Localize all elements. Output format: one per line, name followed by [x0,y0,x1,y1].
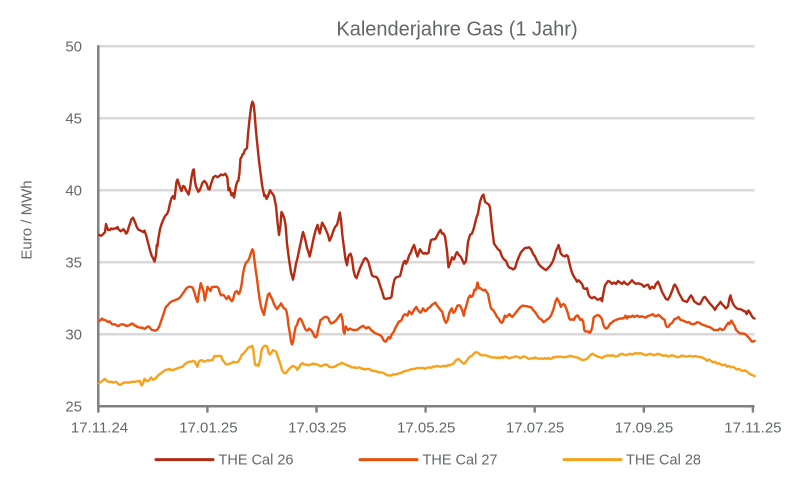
svg-text:17.03.25: 17.03.25 [288,420,346,437]
svg-text:THE Cal 26: THE Cal 26 [219,453,294,469]
svg-text:40: 40 [65,183,82,200]
svg-text:25: 25 [65,399,82,416]
svg-text:45: 45 [65,111,82,128]
svg-text:Kalenderjahre Gas (1 Jahr): Kalenderjahre Gas (1 Jahr) [336,19,577,41]
svg-text:50: 50 [65,39,82,56]
svg-text:17.01.25: 17.01.25 [179,420,237,437]
svg-text:THE Cal 27: THE Cal 27 [423,453,498,469]
svg-text:17.07.25: 17.07.25 [506,420,564,437]
svg-text:17.11.25: 17.11.25 [724,420,781,437]
svg-text:THE Cal 28: THE Cal 28 [626,453,701,469]
svg-text:30: 30 [65,327,82,344]
svg-text:17.09.25: 17.09.25 [615,420,673,437]
svg-text:17.05.25: 17.05.25 [397,420,455,437]
svg-text:35: 35 [65,255,82,272]
svg-text:17.11.24: 17.11.24 [71,420,128,437]
svg-text:Euro / MWh: Euro / MWh [19,180,36,259]
